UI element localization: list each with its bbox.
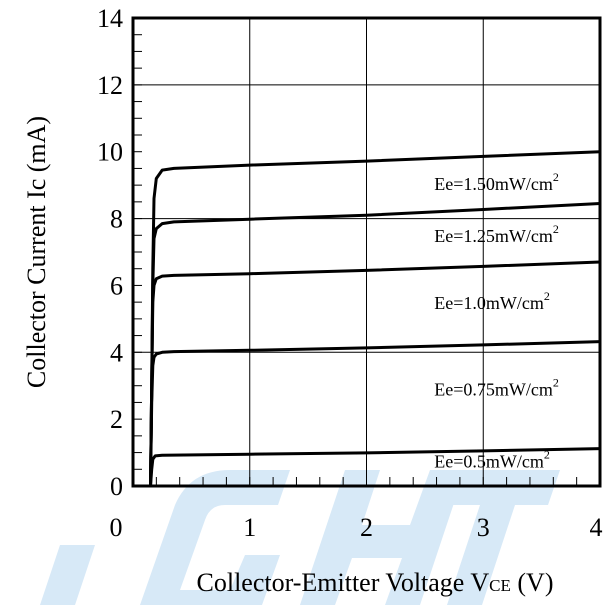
x-tick-label: 3 [477, 513, 490, 542]
y-tick-label: 4 [110, 338, 123, 367]
y-tick-label: 2 [110, 405, 123, 434]
watermark-shape [428, 470, 560, 605]
y-tick-label: 12 [97, 71, 123, 100]
x-axis-title: Collector-Emitter Voltage VCE (V) [197, 568, 554, 597]
series-line [149, 340, 601, 487]
series-line [149, 260, 601, 487]
series-line [149, 447, 601, 487]
y-axis-title: Collector Current Ic (mA) [22, 116, 51, 388]
series-label: Ee=0.75mW/cm2 [434, 376, 559, 400]
x-tick-label: 2 [360, 513, 373, 542]
grid [133, 18, 600, 486]
y-tick-label: 6 [110, 271, 123, 300]
series-label: Ee=1.25mW/cm2 [434, 222, 559, 246]
x-tick-label: 0 [110, 513, 123, 542]
series-label: Ee=1.50mW/cm2 [434, 170, 559, 194]
watermark-shape [300, 470, 465, 605]
y-tick-label: 10 [97, 138, 123, 167]
series-line [149, 150, 601, 487]
series-label: Ee=0.5mW/cm2 [434, 448, 550, 472]
x-tick-label: 4 [590, 513, 603, 542]
watermark-logo [40, 470, 560, 605]
x-tick-label: 1 [243, 513, 256, 542]
y-tick-label: 8 [110, 205, 123, 234]
plot-border [131, 16, 602, 488]
watermark-shape [40, 545, 95, 605]
minor-ticks [133, 34, 578, 486]
series-group [149, 150, 601, 487]
plot-frame [131, 16, 602, 488]
y-tick-label: 0 [110, 472, 123, 501]
series-label: Ee=1.0mW/cm2 [434, 289, 550, 313]
y-tick-label: 14 [97, 4, 123, 33]
curve-labels: Ee=1.50mW/cm2 Ee=1.25mW/cm2 Ee=1.0mW/cm2 Ee… [434, 170, 559, 471]
watermark-shape [140, 470, 290, 605]
